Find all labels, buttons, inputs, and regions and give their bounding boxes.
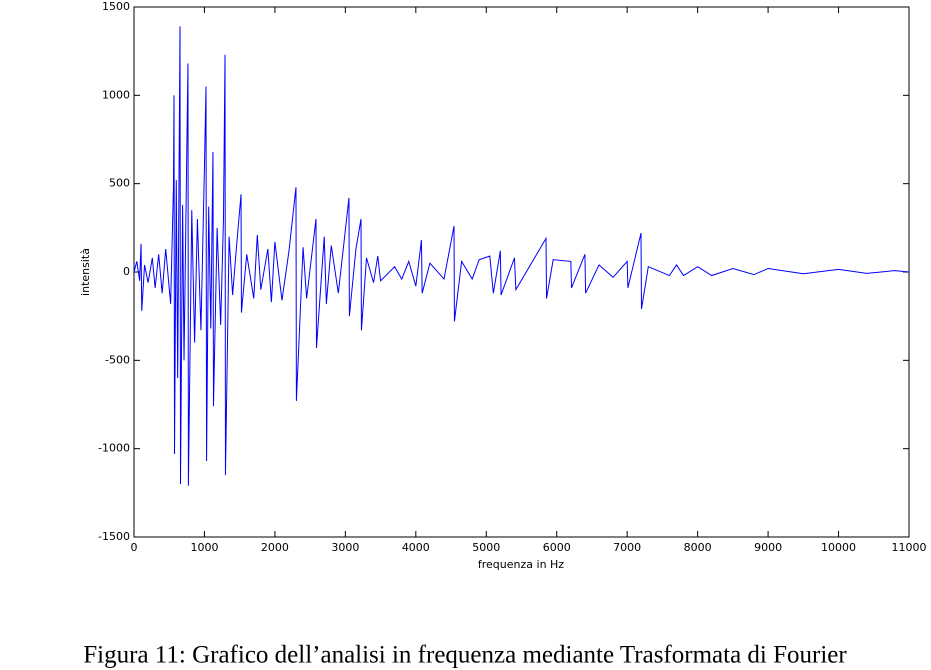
x-tick-label: 0 (131, 541, 138, 554)
plot-area (133, 6, 910, 538)
x-axis-label: frequenza in Hz (478, 558, 564, 571)
y-tick-label: -1500 (98, 530, 130, 543)
x-tick-label: 9000 (754, 541, 782, 554)
x-tick-label: 11000 (892, 541, 927, 554)
x-tick-label: 1000 (190, 541, 218, 554)
y-tick-label: -1000 (98, 442, 130, 455)
y-tick-label: 1000 (102, 88, 130, 101)
x-tick-label: 2000 (261, 541, 289, 554)
y-tick-label: 1500 (102, 0, 130, 13)
x-tick-label: 3000 (331, 541, 359, 554)
y-tick-label: -500 (105, 353, 130, 366)
x-tick-label: 4000 (402, 541, 430, 554)
caption: Figura 11: Grafico dell’analisi in frequ… (83, 642, 847, 669)
x-tick-label: 8000 (684, 541, 712, 554)
x-tick-label: 10000 (821, 541, 856, 554)
y-tick-label: 500 (109, 177, 130, 190)
x-tick-label: 7000 (613, 541, 641, 554)
y-tick-label: 0 (123, 265, 130, 278)
x-tick-label: 5000 (472, 541, 500, 554)
data-line (133, 26, 910, 486)
x-tick-label: 6000 (543, 541, 571, 554)
y-axis-label: intensità (79, 248, 92, 296)
